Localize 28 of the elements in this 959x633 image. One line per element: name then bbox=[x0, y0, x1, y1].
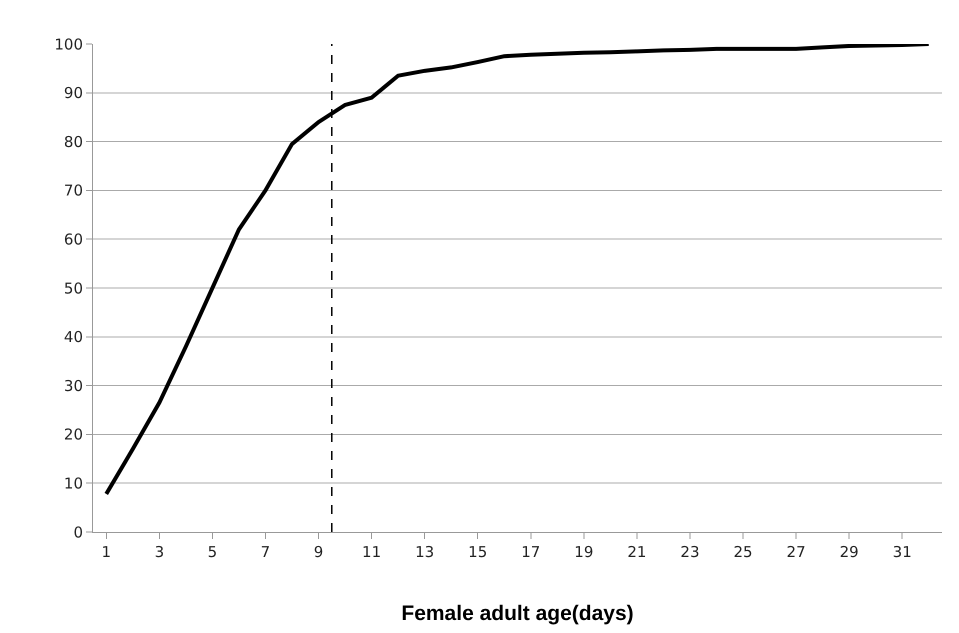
x-tick-label: 13 bbox=[415, 543, 434, 561]
x-tick-label: 11 bbox=[362, 543, 382, 561]
y-tick-label: 40 bbox=[64, 328, 83, 346]
y-tick-label: 50 bbox=[64, 279, 83, 298]
x-axis-title: Female adult age(days) bbox=[401, 602, 634, 626]
y-tick-label: 20 bbox=[64, 426, 83, 444]
x-tick-label: 1 bbox=[101, 543, 112, 561]
y-tick-label: 80 bbox=[64, 132, 83, 151]
x-tick-label: 21 bbox=[627, 543, 646, 561]
y-tick-label: 30 bbox=[64, 376, 83, 395]
x-tick-label: 29 bbox=[840, 543, 859, 561]
x-tick-label: 19 bbox=[574, 543, 594, 561]
y-tick-label: 100 bbox=[54, 35, 83, 54]
x-tick-label: 27 bbox=[786, 543, 806, 561]
y-tick-label: 60 bbox=[64, 230, 83, 248]
x-tick-label: 7 bbox=[260, 543, 270, 561]
y-tick-label: 90 bbox=[64, 84, 83, 102]
x-tick-label: 9 bbox=[314, 543, 324, 561]
x-tick-label: 5 bbox=[208, 543, 218, 561]
x-tick-label: 3 bbox=[154, 543, 164, 561]
x-tick-label: 23 bbox=[680, 543, 700, 561]
x-tick-label: 17 bbox=[521, 543, 540, 561]
y-tick-label: 10 bbox=[64, 474, 83, 492]
y-tick-label: 0 bbox=[73, 523, 83, 542]
y-tick-label: 70 bbox=[64, 182, 83, 200]
x-tick-label: 15 bbox=[468, 543, 488, 561]
x-tick-label: 25 bbox=[733, 543, 753, 561]
x-tick-label: 31 bbox=[892, 543, 912, 561]
